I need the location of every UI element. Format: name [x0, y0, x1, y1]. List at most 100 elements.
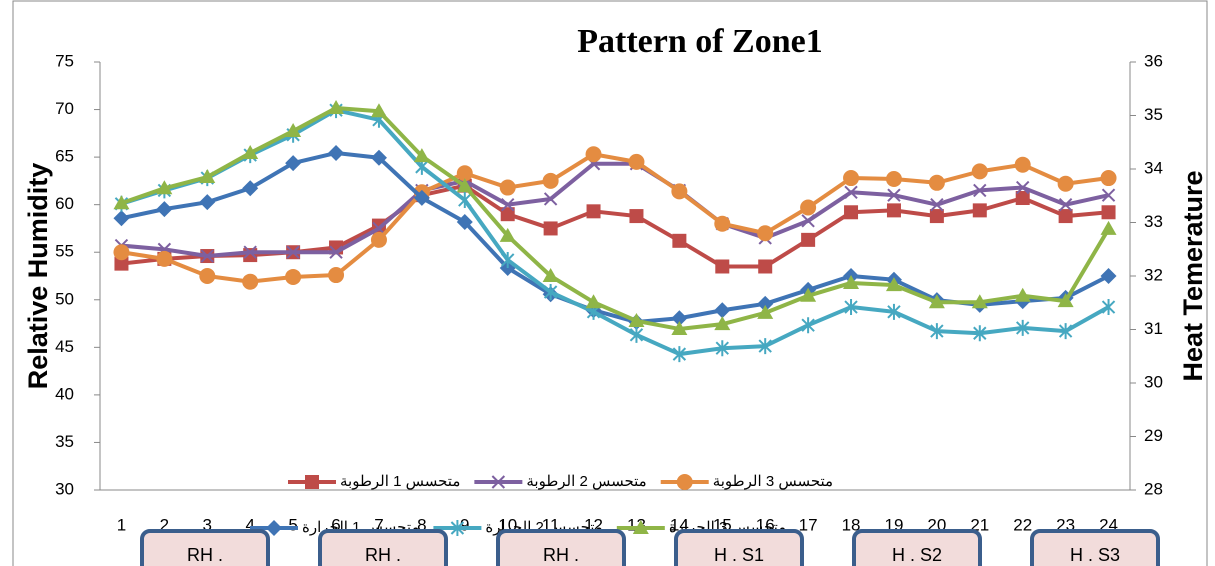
y-tick-label: 45	[55, 337, 74, 356]
marker	[413, 189, 430, 206]
x-tick-label: 5	[288, 515, 297, 534]
marker	[113, 210, 130, 227]
y2-tick-label: 35	[1144, 105, 1163, 124]
marker	[1058, 323, 1073, 340]
marker	[491, 475, 506, 489]
marker	[801, 232, 816, 247]
x-tick-label: 22	[1013, 515, 1032, 534]
marker	[542, 172, 559, 189]
marker	[458, 192, 472, 209]
marker	[672, 346, 687, 363]
marker	[671, 320, 688, 335]
marker	[930, 323, 944, 340]
overlay-box-label: H . S1	[714, 545, 764, 565]
marker	[629, 209, 644, 224]
legend-label: متحسس 2 الرطوبة	[526, 473, 646, 490]
marker	[585, 146, 602, 163]
overlay-box-label: H . S2	[892, 545, 942, 565]
overlay-box-label: H . S3	[1070, 545, 1120, 565]
marker	[199, 268, 216, 284]
overlay-box	[140, 529, 270, 566]
marker	[243, 248, 258, 263]
marker	[1016, 180, 1030, 195]
chart-title: Pattern of Zone1	[577, 23, 823, 60]
y2-tick-label: 36	[1144, 51, 1163, 70]
marker	[887, 303, 901, 320]
marker	[672, 233, 687, 248]
marker	[450, 520, 465, 536]
y2-tick-label: 30	[1144, 372, 1163, 391]
marker	[328, 267, 345, 284]
x-tick-label: 2	[160, 515, 169, 534]
y-axis-title: Relative Humidity	[23, 163, 53, 390]
marker	[1101, 299, 1116, 316]
marker	[370, 103, 387, 118]
marker	[586, 204, 601, 219]
y-tick-label: 70	[55, 99, 74, 118]
marker	[200, 249, 214, 263]
y-tick-label: 60	[55, 194, 74, 213]
marker	[971, 294, 988, 309]
marker	[156, 180, 173, 195]
marker	[1057, 293, 1074, 308]
marker	[929, 209, 944, 224]
y-tick-label: 50	[55, 289, 74, 308]
overlay-box-label: RH .	[543, 545, 579, 565]
marker	[758, 259, 773, 274]
marker	[456, 213, 473, 230]
marker	[1015, 191, 1030, 206]
overlay-box-label: RH .	[187, 545, 223, 565]
marker	[844, 299, 858, 316]
overlay-box-label: RH .	[365, 545, 401, 565]
y-tick-label: 55	[55, 242, 74, 261]
marker	[1058, 197, 1073, 212]
marker	[456, 178, 473, 193]
legend-item: متحسس 1 الرطوبة	[288, 473, 460, 490]
overlay-box	[496, 529, 626, 566]
series-line	[120, 106, 1111, 331]
marker	[758, 338, 772, 355]
marker	[156, 250, 173, 267]
marker	[370, 149, 387, 166]
marker	[305, 475, 319, 489]
y2-tick-label: 31	[1144, 319, 1163, 338]
marker	[930, 197, 944, 212]
legend-label: متحسس 1 الرطوبة	[340, 473, 460, 490]
y2-tick-label: 32	[1144, 265, 1163, 284]
y-tick-label: 75	[55, 51, 74, 70]
marker	[757, 295, 774, 312]
marker	[885, 277, 902, 292]
marker	[800, 199, 817, 216]
marker	[113, 244, 130, 261]
marker	[629, 326, 644, 343]
marker	[456, 165, 473, 182]
marker	[328, 100, 345, 115]
marker	[585, 294, 602, 309]
marker	[801, 214, 815, 228]
marker	[286, 245, 300, 259]
marker	[628, 312, 645, 327]
marker	[329, 245, 343, 259]
marker	[844, 185, 858, 200]
marker	[543, 284, 558, 301]
y-tick-label: 65	[55, 147, 74, 166]
marker	[886, 203, 901, 218]
legend-label: متحسس 3 الرطوبة	[713, 473, 833, 490]
marker	[156, 201, 173, 218]
marker	[199, 169, 216, 184]
marker	[242, 144, 259, 159]
marker	[370, 231, 387, 248]
chart-frame	[12, 0, 1208, 566]
y2-tick-label: 33	[1144, 212, 1163, 231]
marker	[285, 123, 302, 138]
marker	[1101, 205, 1116, 220]
x-tick-label: 9	[460, 515, 469, 534]
series-line	[121, 161, 1109, 259]
marker	[542, 268, 559, 282]
marker	[114, 256, 129, 271]
marker	[285, 155, 302, 172]
marker	[1100, 268, 1117, 284]
x-tick-label: 1	[117, 515, 126, 534]
x-tick-label: 8	[417, 515, 426, 534]
